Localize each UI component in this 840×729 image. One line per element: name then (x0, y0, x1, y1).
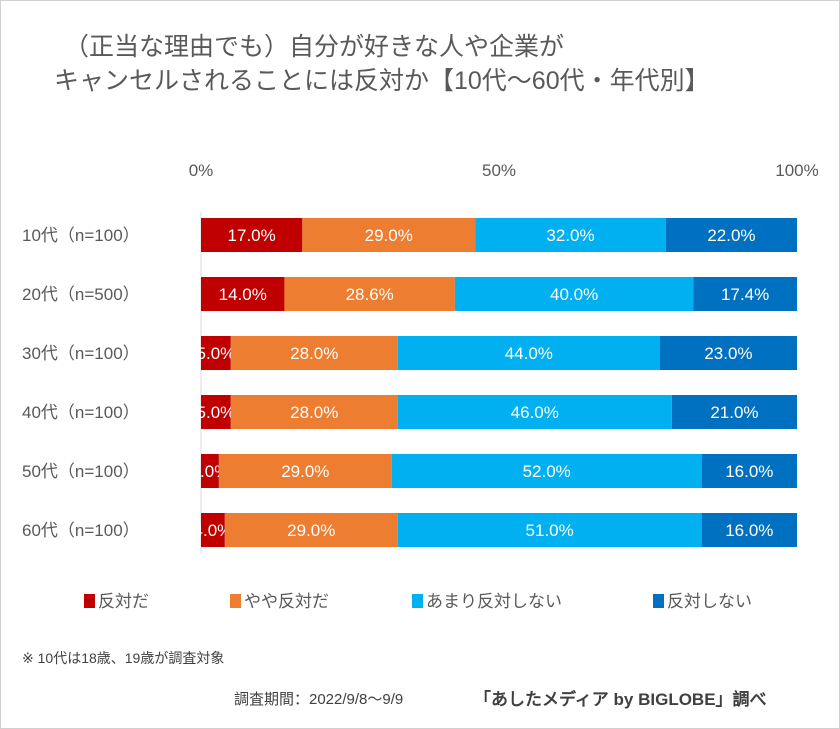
stacked-bar-chart: 0% 50% 100% 10代（n=100） 17.0% 29.0% 32.0% 22.0% 2… (22, 161, 819, 611)
bar-segment (224, 513, 398, 547)
category-label: 60代（n=100） (22, 521, 140, 540)
legend-label: 反対しない (667, 592, 752, 611)
data-label: 16.0% (725, 521, 773, 540)
bar-segment (302, 218, 476, 252)
bar-segment (201, 277, 285, 311)
data-label: 21.0% (710, 403, 758, 422)
bar-segment (397, 395, 672, 429)
legend-swatch (230, 594, 241, 608)
category-label: 10代（n=100） (22, 226, 140, 245)
category-label: 40代（n=100） (22, 403, 140, 422)
bar-segment (671, 395, 797, 429)
bar-segment (230, 336, 398, 370)
bar-segment (218, 454, 392, 488)
bar-segment (201, 513, 225, 547)
bar-segment (201, 336, 231, 370)
bar-segment (665, 218, 797, 252)
data-label: 29.0% (287, 521, 335, 540)
data-label: 5.0% (197, 403, 236, 422)
x-tick-label: 0% (189, 161, 214, 180)
data-label: 40.0% (550, 285, 598, 304)
source-credit: 「あしたメディア by BIGLOBE」調べ (474, 690, 767, 709)
legend-swatch (653, 594, 664, 608)
data-label: 51.0% (526, 521, 574, 540)
data-label: 28.0% (290, 344, 338, 363)
title-line-2: キャンセルされることには反対か【10代～60代・年代別】 (54, 67, 710, 95)
footnote: ※ 10代は18歳、19歳が調査対象 (22, 650, 225, 666)
category-label: 50代（n=100） (22, 462, 140, 481)
bar-segment (701, 513, 797, 547)
data-label: 17.0% (228, 226, 276, 245)
data-label: 23.0% (704, 344, 752, 363)
data-label: 17.4% (721, 285, 769, 304)
legend-swatch (84, 594, 95, 608)
bar-segment (201, 454, 219, 488)
legend-label: やや反対だ (244, 592, 329, 611)
bar-segment (201, 218, 303, 252)
data-label: 46.0% (511, 403, 559, 422)
category-label: 20代（n=500） (22, 285, 140, 304)
data-label: 4.0% (194, 521, 233, 540)
bar-segment (230, 395, 398, 429)
data-label: 29.0% (365, 226, 413, 245)
x-tick-label: 100% (775, 161, 818, 180)
chart-title: （正当な理由でも）自分が好きな人や企業が キャンセルされることには反対か【10代… (0, 30, 840, 98)
data-label: 14.0% (219, 285, 267, 304)
data-label: 29.0% (281, 462, 329, 481)
data-label: 52.0% (523, 462, 571, 481)
bar-segment (701, 454, 797, 488)
bar-segment (397, 513, 702, 547)
legend-swatch (412, 594, 423, 608)
x-tick-label: 50% (482, 161, 516, 180)
bar-segment (391, 454, 702, 488)
data-label: 22.0% (707, 226, 755, 245)
data-label: 28.0% (290, 403, 338, 422)
bar-segment (284, 277, 455, 311)
legend-label: 反対だ (98, 592, 149, 611)
data-label: 28.6% (346, 285, 394, 304)
data-label: 5.0% (197, 344, 236, 363)
bar-segment (201, 395, 231, 429)
bar-segment (659, 336, 797, 370)
bar-segment (397, 336, 660, 370)
bar-segment (454, 277, 694, 311)
bar-segment (475, 218, 666, 252)
legend-label: あまり反対しない (426, 592, 562, 611)
category-label: 30代（n=100） (22, 344, 140, 363)
data-label: 16.0% (725, 462, 773, 481)
data-label: 32.0% (546, 226, 594, 245)
survey-period: 調査期間：2022/9/8～9/9 (234, 691, 404, 708)
title-line-1: （正当な理由でも）自分が好きな人や企業が (64, 33, 565, 61)
bar-segment (693, 277, 797, 311)
data-label: 44.0% (505, 344, 553, 363)
